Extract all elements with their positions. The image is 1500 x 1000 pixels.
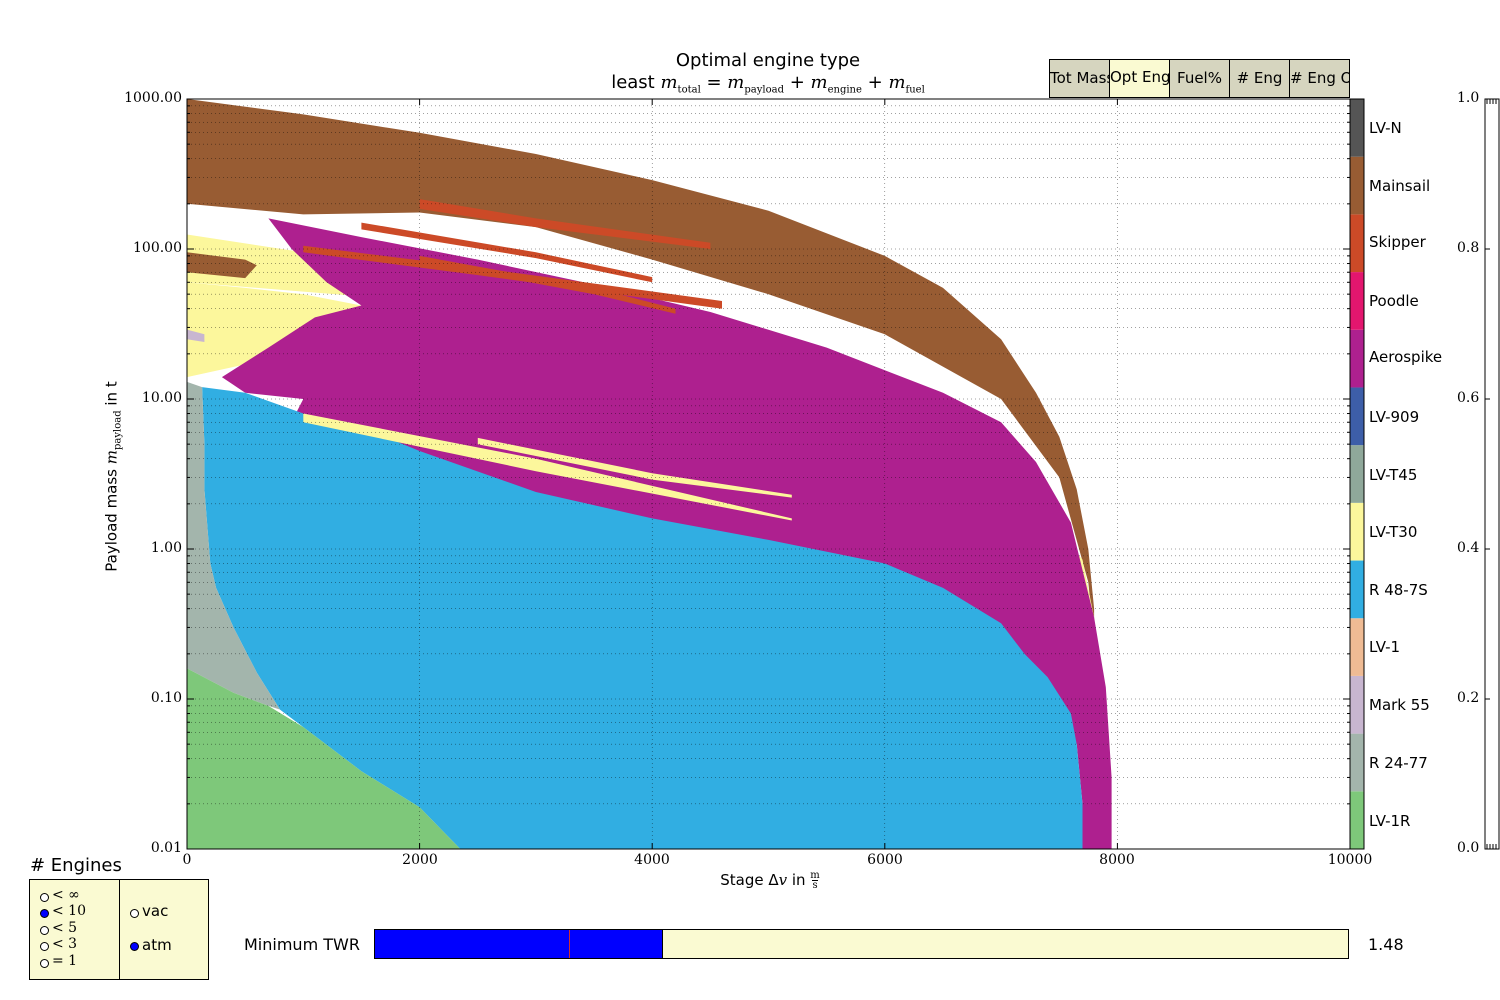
twr-slider[interactable]: [374, 929, 1349, 959]
colorbar-swatch-r-24-77: [1350, 733, 1364, 792]
colorbar-swatch-lv-909: [1350, 387, 1364, 446]
colorbar-swatch-mainsail: [1350, 156, 1364, 215]
y-tick-label: 100.00: [133, 240, 182, 256]
twr-slider-fill: [375, 930, 663, 958]
y-tick-label: 1000.00: [124, 90, 182, 106]
tab-num-eng-o[interactable]: # Eng O: [1289, 59, 1350, 98]
x-tick-label: 2000: [402, 852, 438, 868]
colorbar-swatch-lv-t45: [1350, 445, 1364, 503]
colorbar-label: R 48-7S: [1369, 581, 1428, 599]
colorbar-frame: [1349, 98, 1365, 850]
radio-engines-inf-label[interactable]: < ∞: [52, 887, 80, 903]
right-tick-label: 1.0: [1457, 90, 1480, 106]
radio-atm-label[interactable]: atm: [142, 936, 172, 954]
region-mainsail: [187, 252, 257, 279]
engines-panel: < ∞ < 10 < 5 < 3 = 1 vac atm: [29, 879, 209, 980]
twr-slider-value: 1.48: [1368, 935, 1404, 954]
radio-vac-label[interactable]: vac: [142, 902, 169, 920]
y-tick-label: 10.00: [141, 390, 182, 406]
twr-slider-marker: [568, 930, 570, 958]
x-tick-label: 6000: [867, 852, 903, 868]
colorbar-swatch-r-48-7s: [1350, 560, 1364, 619]
right-axis-frame: [1484, 98, 1500, 850]
region-skipper: [419, 255, 676, 314]
radio-engines-3[interactable]: [40, 942, 49, 951]
colorbar-label: LV-1: [1369, 638, 1401, 656]
radio-engines-1[interactable]: [40, 959, 49, 968]
radio-vac[interactable]: [130, 909, 139, 918]
y-axis-label: Payload mass mpayload in t: [102, 381, 124, 572]
colorbar-label: Poodle: [1369, 292, 1419, 310]
colorbar-label: LV-1R: [1369, 812, 1411, 830]
y-tick-label: 0.10: [150, 690, 182, 706]
engines-panel-title: # Engines: [30, 855, 122, 876]
x-tick-label: 8000: [1099, 852, 1135, 868]
right-tick-label: 0.4: [1457, 540, 1480, 556]
right-tick-label: 0.8: [1457, 240, 1480, 256]
tab-tot-mass[interactable]: Tot Mass: [1049, 59, 1110, 98]
x-tick-label: 0: [182, 852, 192, 868]
colorbar-swatch-mark-55: [1350, 675, 1364, 734]
radio-atm[interactable]: [130, 942, 139, 951]
radio-engines-5-label[interactable]: < 5: [52, 920, 78, 936]
colorbar-swatch-lv-t30: [1350, 502, 1364, 561]
x-tick-label: 4000: [634, 852, 670, 868]
radio-engines-3-label[interactable]: < 3: [52, 936, 78, 952]
colorbar-label: R 24-77: [1369, 754, 1428, 772]
colorbar-label: LV-T45: [1369, 466, 1418, 484]
tab-fuel-percent[interactable]: Fuel%: [1169, 59, 1230, 98]
region-lv-t30: [477, 437, 792, 498]
radio-engines-10[interactable]: [40, 909, 49, 918]
chart-subtitle: least mtotal = mpayload + mengine + mfue…: [611, 72, 925, 96]
colorbar-label: LV-N: [1369, 119, 1402, 137]
colorbar-label: Aerospike: [1369, 348, 1443, 366]
twr-slider-label: Minimum TWR: [244, 935, 360, 954]
colorbar-label: Mainsail: [1369, 177, 1431, 195]
colorbar-swatch-lv-1: [1350, 618, 1364, 676]
colorbar-swatch-lv-n: [1350, 99, 1364, 157]
right-tick-label: 0.6: [1457, 390, 1480, 406]
colorbar-label: LV-T30: [1369, 523, 1418, 541]
colorbar-swatch-lv-1r: [1350, 791, 1364, 849]
y-tick-label: 1.00: [150, 540, 182, 556]
region-skipper: [419, 199, 711, 249]
colorbar-label: Mark 55: [1369, 696, 1430, 714]
radio-engines-10-label[interactable]: < 10: [52, 903, 86, 919]
region-skipper: [361, 222, 653, 283]
y-tick-label: 0.01: [150, 840, 182, 856]
region-r-48-7s: [202, 387, 1083, 849]
radio-engines-5[interactable]: [40, 926, 49, 935]
colorbar-swatch-aerospike: [1350, 329, 1364, 388]
region-mainsail: [187, 99, 1095, 640]
colorbar-swatch-poodle: [1350, 272, 1364, 330]
radio-engines-inf[interactable]: [40, 893, 49, 902]
region-r-24-77: [187, 381, 280, 710]
colorbar-label: LV-909: [1369, 408, 1420, 426]
tab-opt-eng[interactable]: Opt Eng: [1109, 59, 1170, 98]
x-tick-label: 10000: [1327, 852, 1373, 868]
region-lv-t30: [303, 413, 792, 521]
chart-title: Optimal engine type: [675, 50, 861, 71]
right-tick-label: 0.2: [1457, 690, 1480, 706]
radio-engines-1-label[interactable]: = 1: [52, 953, 78, 969]
colorbar-label: Skipper: [1369, 233, 1426, 251]
engines-panel-divider: [119, 880, 120, 979]
colorbar-swatch-skipper: [1350, 214, 1364, 273]
right-tick-label: 0.0: [1457, 840, 1480, 856]
region-mark-55: [187, 329, 205, 342]
